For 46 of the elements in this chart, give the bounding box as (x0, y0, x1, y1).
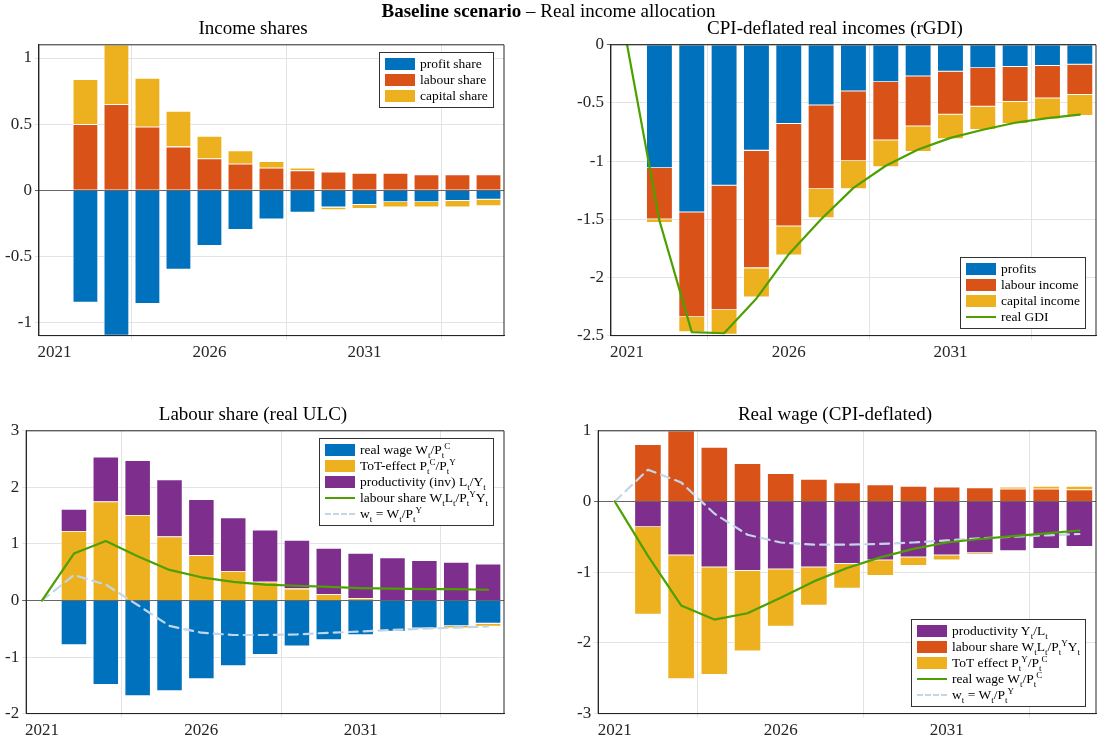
y-tick-label: -2 (576, 632, 592, 652)
chart-title: Real wage (CPI-deflated) (737, 403, 933, 426)
x-tick-label: 2021 (25, 720, 60, 740)
y-tick-label: -1.5 (576, 208, 604, 228)
y-tick-label: -2 (4, 703, 20, 723)
chart-title: Income shares (198, 17, 308, 39)
y-tick-label: 3 (10, 420, 20, 440)
x-tick-label: 2031 (343, 720, 378, 740)
y-tick-label: 0 (582, 490, 592, 510)
y-tick-label: -1 (576, 561, 592, 581)
y-tick-label: 1 (10, 533, 20, 553)
x-tick-label: 2026 (763, 720, 798, 740)
x-tick-label: 2026 (184, 720, 219, 740)
y-tick-label: 0 (10, 589, 20, 609)
y-tick-label: -0.5 (4, 245, 32, 265)
x-tick-label: 2031 (933, 342, 968, 362)
x-tick-label: 2026 (192, 342, 227, 362)
y-tick-label: -1 (589, 150, 604, 170)
y-tick-label: -0.5 (576, 92, 604, 112)
text: Baseline scenario (381, 0, 523, 21)
legend-label: labour share (420, 71, 487, 89)
x-tick-label: 2031 (929, 720, 964, 740)
y-tick-label: -2.5 (576, 325, 604, 345)
y-tick-label: -1 (17, 311, 32, 331)
x-tick-label: 2026 (771, 342, 806, 362)
legend-label: labour income (1001, 276, 1079, 294)
y-tick-label: -1 (4, 646, 20, 666)
x-tick-label: 2021 (597, 720, 632, 740)
chart-title: Labour share (real ULC) (158, 403, 348, 426)
y-tick-label: 2 (10, 476, 20, 496)
y-tick-label: 1 (23, 47, 32, 67)
y-tick-label: 0.5 (10, 113, 32, 133)
legend-label: capital share (420, 87, 488, 105)
x-tick-label: 2031 (347, 342, 382, 362)
legend-label: profits (1001, 260, 1037, 278)
y-tick-label: 0 (23, 179, 32, 199)
legend-label: profit share (420, 55, 482, 73)
legend-label: real GDI (1001, 308, 1049, 326)
y-tick-label: -2 (589, 266, 604, 286)
x-tick-label: 2021 (610, 342, 645, 362)
y-tick-label: 1 (582, 420, 592, 440)
legend-label: productivity Y$_{t}$/L$_{t}$ (952, 622, 1048, 641)
y-tick-label: 0 (595, 34, 604, 54)
x-tick-label: 2021 (37, 342, 72, 362)
legend-label: capital income (1001, 292, 1081, 310)
y-tick-label: -3 (576, 703, 592, 723)
